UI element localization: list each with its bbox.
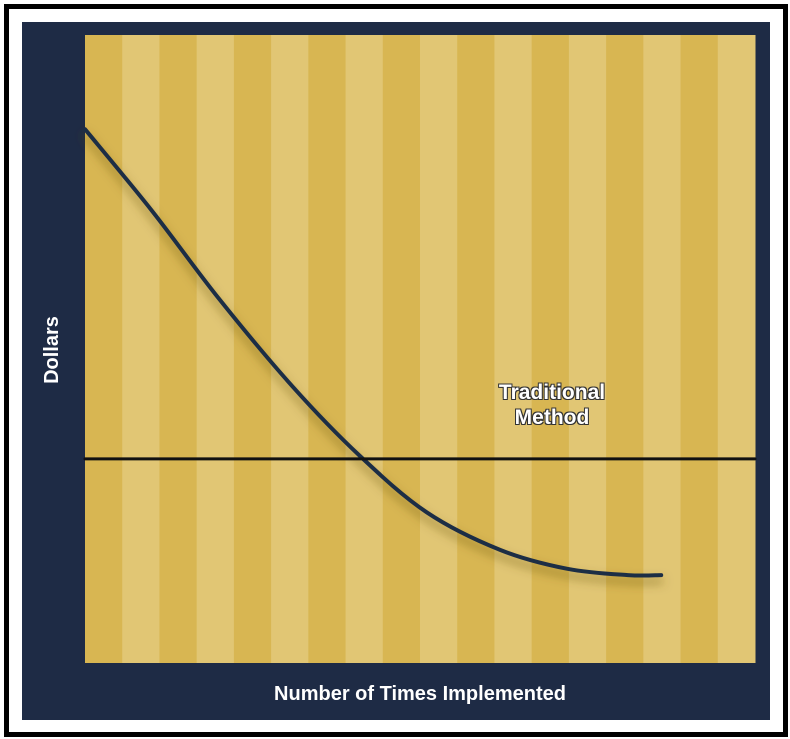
annotation: Traditional Method	[498, 381, 606, 429]
stripe	[196, 35, 235, 663]
stripe	[85, 35, 123, 663]
stripe	[643, 35, 682, 663]
x-axis-label: Number of Times Implemented	[274, 683, 566, 705]
stripe	[457, 35, 495, 663]
y-axis-label: Dollars	[41, 316, 63, 384]
stripe	[271, 35, 309, 663]
stripe	[308, 35, 347, 663]
stripe	[345, 35, 384, 663]
stripe	[420, 35, 458, 663]
stripe	[568, 35, 607, 663]
stripe	[382, 35, 421, 663]
stripe	[531, 35, 570, 663]
stripes	[85, 35, 756, 663]
stripe	[680, 35, 719, 663]
series-line	[83, 127, 664, 578]
stripe	[606, 35, 644, 663]
stripe	[159, 35, 198, 663]
stripe	[233, 35, 272, 663]
stripe	[122, 35, 160, 663]
stripe	[494, 35, 533, 663]
stripe	[717, 35, 756, 663]
